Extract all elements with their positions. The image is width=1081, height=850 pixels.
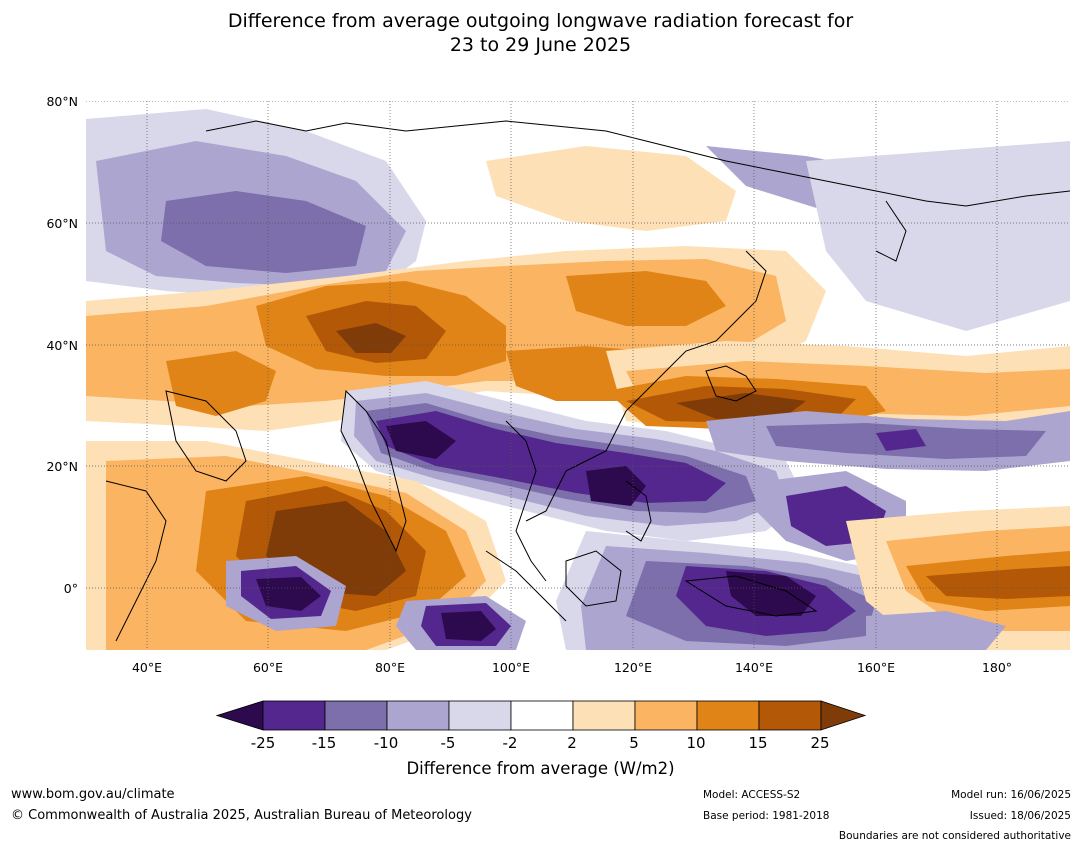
colorbar	[215, 700, 867, 731]
copyright-text: © Commonwealth of Australia 2025, Austra…	[11, 808, 472, 823]
coastline-borneo	[565, 550, 622, 607]
anomaly-arctic-light-orange	[486, 146, 736, 231]
cbar-tick: -10	[373, 734, 399, 752]
title-line-1: Difference from average outgoing longwav…	[227, 10, 854, 32]
cbar-tick: 15	[748, 734, 768, 752]
anomaly-pacific-deep-purple-spot	[876, 429, 926, 451]
lon-label-180: 180°	[981, 660, 1013, 675]
lat-label-equator: 0°	[63, 581, 78, 596]
anomaly-tibet-darkest	[336, 323, 406, 353]
colorbar-label: Difference from average (W/m2)	[406, 759, 675, 778]
lon-label-80e: 80°E	[374, 660, 406, 675]
lat-label-60n: 60°N	[46, 216, 78, 231]
cbar-tick: 10	[686, 734, 706, 752]
boundaries-disclaimer: Boundaries are not considered authoritat…	[838, 830, 1071, 842]
anomaly-south-pacific-brown	[926, 566, 1070, 599]
coastline-africa-horn	[105, 480, 167, 642]
anomaly-maritime-darkest	[726, 571, 816, 616]
coastline-japan	[705, 365, 757, 402]
cbar-tick: -2	[502, 734, 518, 752]
model-name: Model: ACCESS-S2	[703, 789, 801, 801]
colorbar-segment	[572, 700, 636, 731]
cbar-tick: -25	[250, 734, 276, 752]
anomaly-japan-darkest	[676, 393, 806, 419]
coastline-new-guinea	[684, 575, 818, 617]
coastline-philippines	[625, 480, 652, 542]
title-line-2: 23 to 29 June 2025	[449, 34, 632, 56]
colorbar-segment	[510, 700, 574, 731]
cbar-tick: 5	[629, 734, 639, 752]
colorbar-segment	[262, 700, 326, 731]
lon-label-140e: 140°E	[734, 660, 773, 675]
lat-label-80n: 80°N	[46, 94, 78, 109]
lon-label-100e: 100°E	[491, 660, 530, 675]
anomaly-sio-darkest-west	[256, 577, 321, 611]
colorbar-segment	[758, 700, 822, 731]
colorbar-extend-high	[820, 700, 867, 731]
colorbar-segment	[386, 700, 450, 731]
cbar-tick: 2	[567, 734, 577, 752]
olr-anomaly-map	[86, 101, 1070, 650]
colorbar-extend-low	[215, 700, 264, 731]
colorbar-segment	[634, 700, 698, 731]
anomaly-siberia-dark-purple	[161, 191, 366, 273]
coastline-indochina	[505, 420, 547, 582]
coastlines	[105, 120, 1070, 642]
issued-date: Issued: 18/06/2025	[969, 810, 1071, 822]
coastline-east-asia	[525, 250, 767, 522]
base-period: Base period: 1981-2018	[703, 810, 830, 822]
lon-label-60e: 60°E	[252, 660, 284, 675]
anomaly-east-siberia-light	[806, 141, 1070, 331]
cbar-tick: -15	[311, 734, 337, 752]
cbar-tick: -5	[440, 734, 456, 752]
coastline-arctic	[205, 120, 1070, 207]
anomaly-coral-sea-purple	[866, 611, 1006, 650]
anomaly-fields	[86, 109, 1070, 650]
anomaly-south-china-sea-darkest	[586, 466, 646, 506]
lat-label-20n: 20°N	[46, 459, 78, 474]
anomaly-mongolia-dark-orange	[566, 271, 726, 326]
map-canvas	[86, 101, 1070, 650]
cbar-tick: 25	[810, 734, 830, 752]
coastline-kamchatka	[875, 200, 907, 262]
map-title: Difference from average outgoing longwav…	[0, 9, 1081, 57]
model-run-date: Model run: 16/06/2025	[951, 789, 1071, 801]
anomaly-iran-orange	[166, 351, 276, 416]
colorbar-segment	[448, 700, 512, 731]
lon-label-160e: 160°E	[856, 660, 895, 675]
website-link[interactable]: www.bom.gov.au/climate	[11, 787, 175, 802]
coastline-arabia	[165, 390, 247, 482]
lon-label-120e: 120°E	[613, 660, 652, 675]
anomaly-bay-of-bengal-darkest	[386, 421, 456, 459]
coastline-india	[340, 389, 407, 553]
lon-label-40e: 40°E	[131, 660, 163, 675]
coastline-sumatra	[485, 550, 567, 622]
gridlines	[86, 101, 1070, 650]
colorbar-segment	[324, 700, 388, 731]
anomaly-sio-darkest-east	[441, 611, 496, 641]
lat-label-40n: 40°N	[46, 338, 78, 353]
colorbar-segment	[696, 700, 760, 731]
